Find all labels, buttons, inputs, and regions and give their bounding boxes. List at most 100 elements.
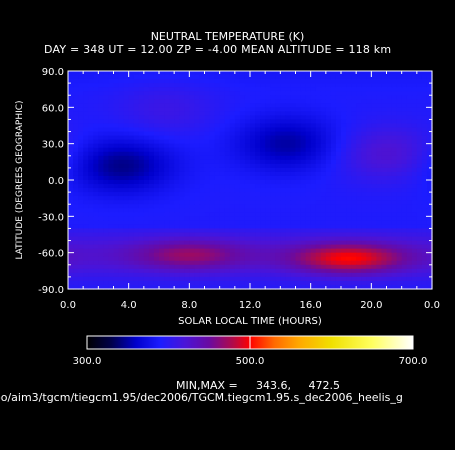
heatmap-cell	[143, 228, 150, 234]
heatmap-cell	[113, 180, 120, 185]
heatmap-cell	[421, 111, 428, 117]
heatmap-cell	[179, 284, 185, 290]
heatmap-cell	[194, 216, 201, 221]
heatmap-cell	[265, 192, 271, 197]
heatmap-cell	[330, 264, 337, 270]
heatmap-cell	[88, 83, 94, 88]
heatmap-cell	[341, 236, 347, 242]
heatmap-cell	[138, 196, 145, 201]
heatmap-cell	[290, 192, 297, 197]
heatmap-cell	[401, 71, 408, 76]
heatmap-cell	[295, 200, 302, 205]
heatmap-cell	[244, 244, 251, 250]
heatmap-cell	[411, 192, 418, 197]
heatmap-cell	[113, 264, 120, 270]
heatmap-cell	[78, 107, 84, 112]
heatmap-cell	[315, 75, 322, 80]
heatmap-cell	[320, 159, 327, 165]
heatmap-cell	[250, 276, 256, 282]
heatmap-cell	[376, 147, 383, 153]
heatmap-cell	[204, 175, 211, 181]
heatmap-cell	[416, 71, 423, 76]
heatmap-cell	[346, 272, 352, 278]
heatmap-cell	[234, 244, 241, 250]
heatmap-cell	[224, 87, 231, 92]
heatmap-cell	[310, 196, 317, 201]
heatmap-cell	[346, 256, 352, 262]
heatmap-cell	[250, 151, 256, 157]
heatmap-cell	[78, 224, 84, 230]
heatmap-cell	[133, 75, 140, 80]
heatmap-cell	[356, 155, 362, 161]
heatmap-cell	[356, 188, 362, 193]
heatmap-cell	[113, 252, 120, 258]
heatmap-cell	[275, 151, 281, 157]
heatmap-cell	[396, 232, 403, 238]
heatmap-cell	[280, 135, 286, 141]
heatmap-cell	[421, 192, 428, 197]
heatmap-cell	[275, 147, 281, 153]
heatmap-cell	[361, 220, 367, 226]
heatmap-cell	[391, 99, 398, 104]
heatmap-cell	[320, 248, 327, 254]
heatmap-cell	[320, 236, 327, 242]
heatmap-cell	[255, 159, 261, 165]
heatmap-cell	[361, 280, 367, 286]
heatmap-cell	[199, 284, 206, 290]
heatmap-cell	[164, 260, 170, 266]
heatmap-cell	[381, 127, 388, 133]
heatmap-cell	[148, 163, 155, 169]
heatmap-cell	[174, 280, 180, 286]
heatmap-cell	[143, 180, 150, 185]
heatmap-cell	[300, 240, 307, 246]
heatmap-cell	[78, 184, 84, 189]
heatmap-cell	[310, 127, 317, 133]
heatmap-cell	[391, 91, 398, 96]
heatmap-cell	[250, 127, 256, 133]
heatmap-cell	[381, 180, 388, 185]
heatmap-cell	[123, 75, 130, 80]
heatmap-cell	[199, 236, 206, 242]
heatmap-cell	[148, 71, 155, 76]
heatmap-cell	[224, 95, 231, 100]
heatmap-cell	[275, 196, 281, 201]
heatmap-cell	[376, 256, 383, 262]
heatmap-cell	[123, 232, 130, 238]
heatmap-cell	[118, 111, 125, 117]
heatmap-cell	[148, 188, 155, 193]
heatmap-cell	[305, 248, 312, 254]
heatmap-cell	[98, 163, 104, 169]
heatmap-cell	[174, 127, 180, 133]
heatmap-cell	[396, 119, 403, 125]
heatmap-cell	[133, 252, 140, 258]
heatmap-cell	[234, 95, 241, 100]
heatmap-cell	[123, 244, 130, 250]
heatmap-cell	[123, 167, 130, 173]
heatmap-cell	[83, 224, 89, 230]
heatmap-cell	[194, 163, 201, 169]
heatmap-cell	[361, 184, 367, 189]
heatmap-cell	[229, 276, 236, 282]
heatmap-cell	[133, 188, 140, 193]
heatmap-cell	[199, 91, 206, 96]
heatmap-cell	[219, 212, 226, 217]
heatmap-cell	[381, 232, 388, 238]
heatmap-cell	[93, 212, 99, 217]
heatmap-cell	[113, 276, 120, 282]
heatmap-cell	[68, 260, 74, 266]
heatmap-cell	[356, 87, 362, 92]
heatmap-cell	[361, 175, 367, 181]
heatmap-cell	[234, 208, 241, 213]
heatmap-cell	[305, 252, 312, 258]
heatmap-cell	[371, 95, 377, 100]
heatmap-cell	[118, 151, 125, 157]
heatmap-cell	[179, 151, 185, 157]
heatmap-cell	[164, 155, 170, 161]
heatmap-cell	[285, 216, 292, 221]
heatmap-cell	[366, 276, 372, 282]
heatmap-cell	[148, 264, 155, 270]
heatmap-cell	[153, 119, 160, 125]
heatmap-cell	[426, 276, 433, 282]
heatmap-cell	[239, 240, 246, 246]
heatmap-cell	[411, 139, 418, 145]
